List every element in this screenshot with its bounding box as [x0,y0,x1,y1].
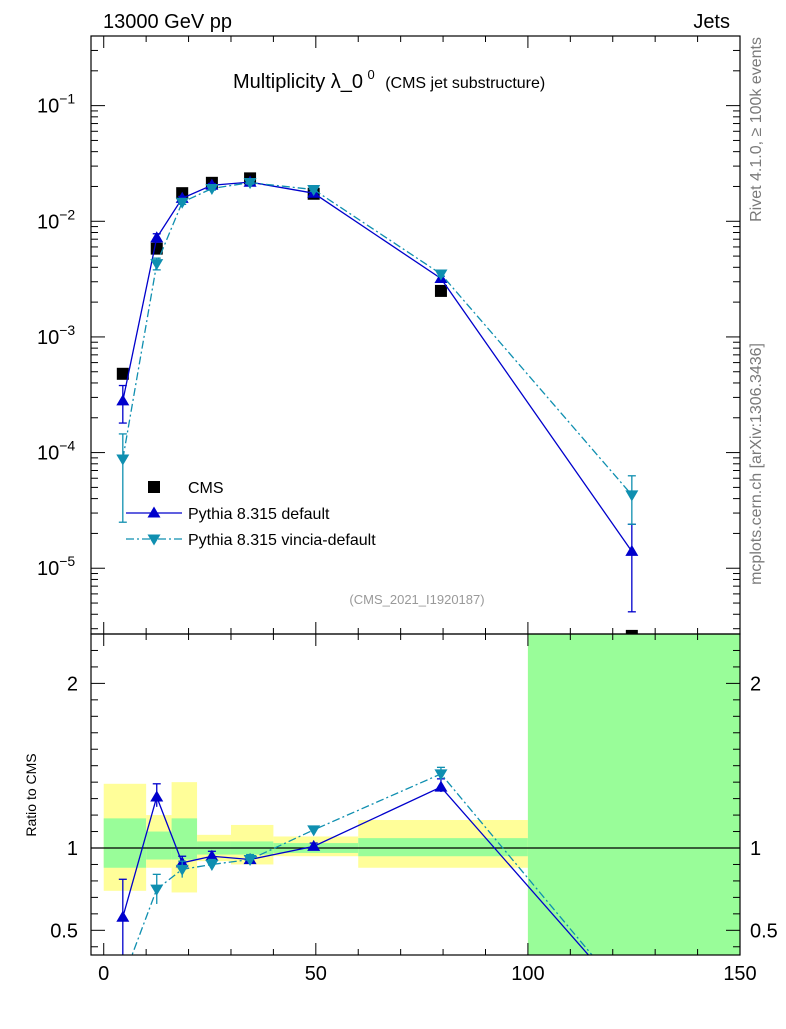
ratio-marker-0-1 [150,790,164,802]
legend-marker-cms [148,481,160,493]
legend-label-1: Pythia 8.315 default [188,506,330,523]
ratio-ytick-label-right-0: 0.5 [750,920,778,942]
ratio-ytick-label-left-2: 2 [67,673,78,695]
ratio-ytick-label-right-2: 2 [750,673,761,695]
marker-series-2-5 [307,185,321,197]
ratio-marker-1-3 [205,859,219,871]
xtick-label-1: 50 [305,963,327,985]
mcplots-label: mcplots.cern.ch [arXiv:1306.3436] [748,343,765,585]
ratio-marks [116,766,593,955]
ratio-marker-1-5 [307,825,321,837]
marker-series-2-4 [243,178,257,190]
plot-title-sup: 0 [368,67,375,82]
ytick-label-2: 10−3 [37,322,75,349]
ratio-marker-0-5 [307,839,321,851]
ratio-ytick-label-left-0: 0.5 [50,920,78,942]
xtick-label-2: 100 [511,963,544,985]
marker-series-2-7 [625,490,639,502]
marker-series-2-1 [150,259,164,271]
ratio-marker-0-0 [116,910,130,922]
rivet-label: Rivet 4.1.0, ≥ 100k events [748,37,765,222]
band-inner-0 [103,818,147,868]
legend-marker-2 [147,534,161,546]
plot-title-sub: (CMS jet substructure) [385,75,545,92]
ratio-marker-1-6 [434,769,448,781]
axes: 0 50 100 150 10−1 10−2 10−3 10−4 10−5 0.5 0.5 1 1 2 2 [37,35,778,985]
cms-point-7 [625,629,638,634]
plot-title: Multiplicity λ_0 0 (CMS jet substructure… [233,66,545,93]
header-right: Jets [693,11,730,33]
ratio-marker-0-6 [434,780,448,792]
cms-point-0 [116,367,129,380]
ratio-marker-1-2 [175,864,189,876]
marker-series-2-2 [175,197,189,209]
ratio-frame [90,633,741,956]
analysis-label: (CMS_2021_I1920187) [349,592,484,607]
band-inner-1 [146,831,172,860]
ratio-ytick-label-left-1: 1 [67,838,78,860]
ratio-ylabel: Ratio to CMS [23,753,39,836]
ratio-ytick-label-right-1: 1 [750,838,761,860]
ytick-label-0: 10−1 [37,91,75,118]
legend-label-2: Pythia 8.315 vincia-default [188,532,376,549]
legend: CMS Pythia 8.315 default Pythia 8.315 vinc… [126,480,376,549]
header-left: 13000 GeV pp [103,11,232,33]
line-series-1 [122,181,633,552]
plot-title-main: Multiplicity λ_0 [233,71,363,93]
marker-series-2-3 [205,183,219,196]
band-inner-7 [527,634,740,955]
ratio-marker-1-1 [150,884,164,896]
legend-label-0: CMS [188,480,224,497]
line-series-2 [122,181,633,496]
legend-marker-1 [147,506,161,518]
ratio-marker-1-4 [243,854,257,867]
distribution-marks [116,172,639,634]
ratio-clip-group [116,766,593,955]
band-inner-6 [358,838,528,857]
ratio-line-series-0 [122,786,590,955]
marker-series-2-0 [116,454,130,466]
ytick-label-1: 10−2 [37,206,75,233]
marker-series-2-6 [434,269,448,281]
marker-series-1-7 [625,544,639,556]
ratio-marker-0-3 [205,849,219,861]
xtick-label-3: 150 [723,963,756,985]
ytick-label-3: 10−4 [37,438,75,465]
distribution-clip-group [116,172,639,634]
marker-series-1-1 [150,231,164,243]
cms-point-6 [434,284,447,297]
ytick-label-4: 10−5 [37,553,75,580]
band-inner-2 [171,818,198,860]
xtick-label-0: 0 [98,963,109,985]
marker-series-1-0 [116,394,130,406]
